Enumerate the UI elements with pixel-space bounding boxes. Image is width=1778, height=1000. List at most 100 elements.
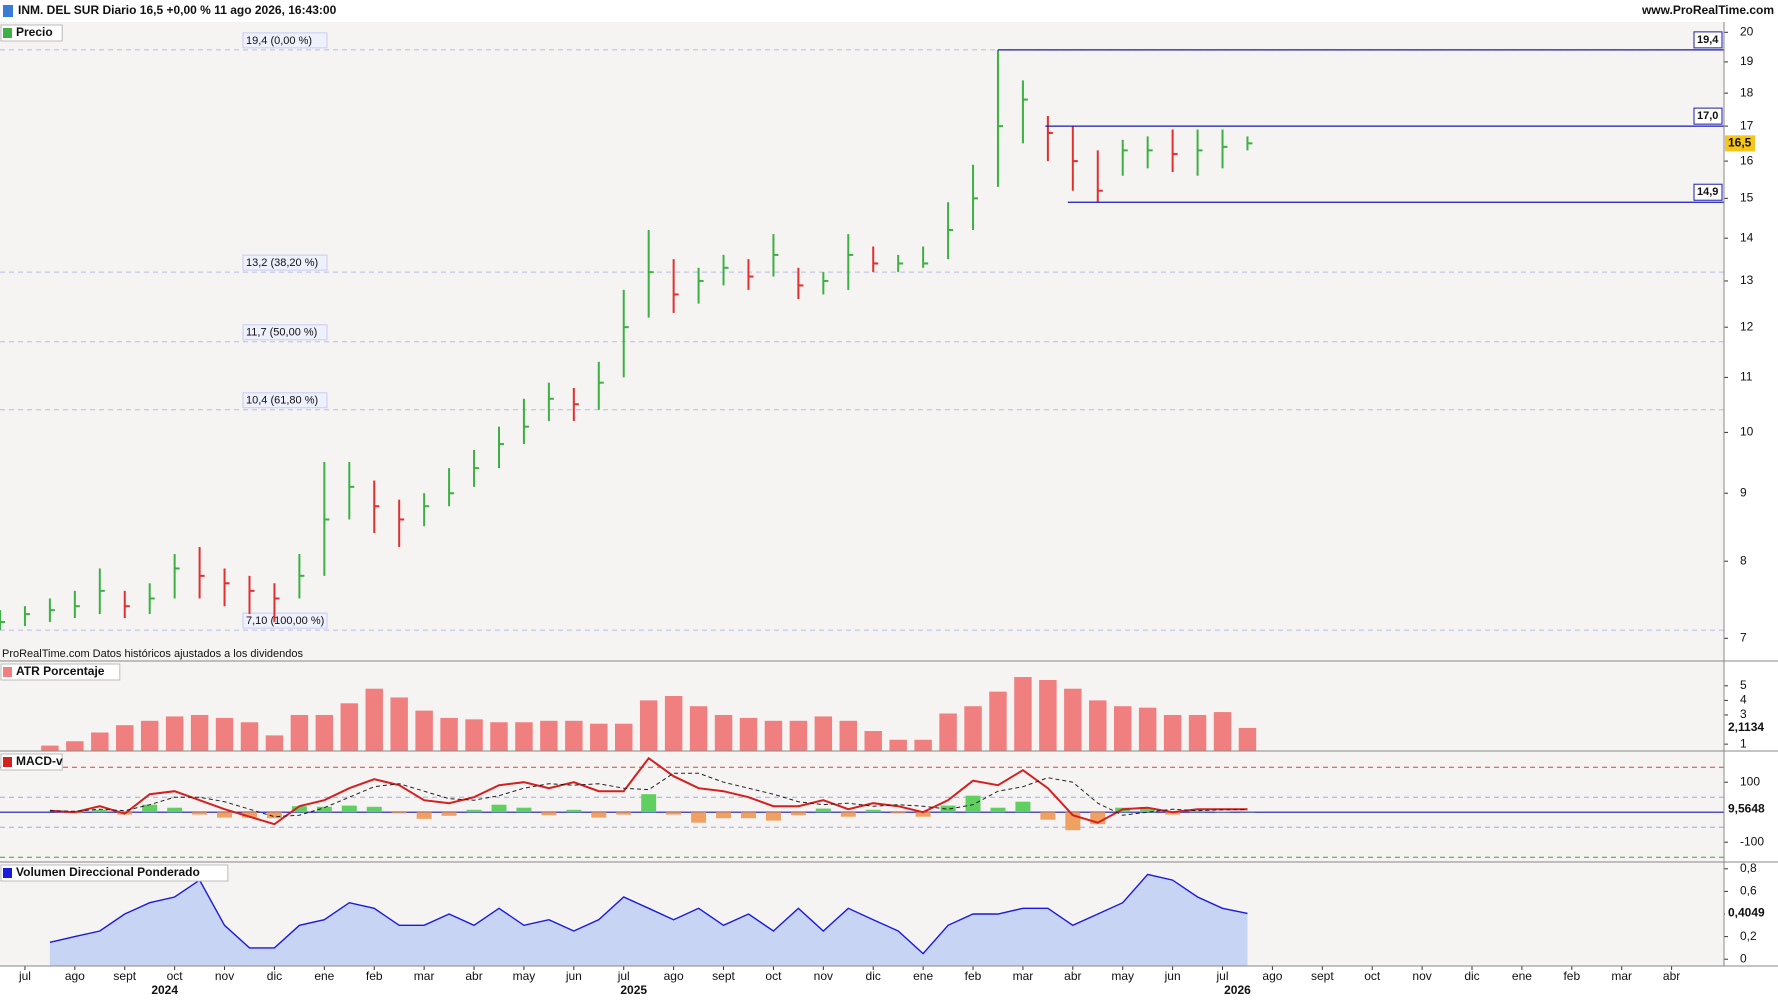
atr-bar — [340, 703, 359, 751]
atr-bar — [140, 720, 159, 751]
atr-bar — [1138, 707, 1157, 751]
histogram-bar — [1040, 812, 1056, 820]
year-label: 2025 — [620, 983, 647, 997]
x-tick-label: may — [513, 969, 536, 983]
level-label-box — [1693, 107, 1723, 125]
panel-title-icon — [3, 667, 12, 677]
x-tick-label: sept — [712, 969, 735, 983]
level-label: 17,0 — [1697, 110, 1718, 122]
y-tick-label: 100 — [1740, 774, 1760, 788]
x-tick-label: jun — [565, 969, 582, 983]
y-tick-label: 1 — [1740, 736, 1747, 750]
current-value-box — [1725, 719, 1773, 736]
header-title: INM. DEL SUR Diario 16,5 +0,00 % 11 ago … — [18, 3, 337, 17]
x-tick-label: feb — [366, 969, 383, 983]
histogram-bar — [242, 812, 257, 818]
macd-line — [49, 756, 1248, 826]
atr-bar — [215, 717, 234, 751]
histogram-bar — [217, 812, 233, 818]
atr-bar — [41, 745, 59, 751]
atr-bar — [889, 739, 907, 751]
histogram-bar — [940, 805, 956, 813]
y-tick-label: 19 — [1740, 54, 1754, 68]
y-tick-label: 17 — [1740, 118, 1754, 132]
x-tick-label: mar — [1013, 969, 1034, 983]
atr-bar — [390, 697, 408, 751]
y-tick-label: 14 — [1740, 230, 1754, 244]
histogram-bar — [316, 806, 332, 813]
atr-bar — [66, 741, 84, 751]
histogram-bar — [691, 812, 707, 823]
histogram-bar — [790, 812, 806, 816]
panel-background — [0, 661, 1724, 751]
histogram-bar — [591, 812, 607, 818]
atr-bar — [1163, 714, 1182, 751]
atr-bar — [290, 714, 309, 751]
histogram-bar — [840, 812, 856, 817]
fib-label-box — [242, 612, 328, 629]
histogram-bar — [516, 807, 532, 813]
histogram-bar — [366, 806, 382, 813]
x-tick-label: mar — [414, 969, 435, 983]
x-tick-label: nov — [814, 969, 833, 983]
atr-bar — [265, 735, 284, 751]
fib-label-box — [242, 392, 328, 409]
histogram-bar — [740, 812, 756, 819]
y-tick-label: 9 — [1740, 485, 1747, 499]
histogram-bar — [541, 812, 557, 816]
panel-title-box — [0, 753, 63, 771]
histogram-bar — [491, 804, 507, 813]
atr-bar — [714, 714, 733, 751]
atr-bar — [465, 719, 483, 751]
panel-title-icon — [3, 868, 12, 878]
x-tick-label: oct — [1364, 969, 1381, 983]
x-tick-label: mar — [1611, 969, 1632, 983]
histogram-bar — [990, 807, 1006, 813]
histogram-bar — [641, 794, 657, 813]
panel-background — [0, 22, 1724, 661]
x-tick-label: may — [1111, 969, 1134, 983]
x-tick-label: dic — [267, 969, 282, 983]
x-tick-label: feb — [1563, 969, 1580, 983]
y-tick-label: 0,6 — [1740, 884, 1757, 898]
level-label-box — [1693, 183, 1723, 201]
y-tick-label: 10 — [1740, 425, 1754, 439]
fib-label: 7,10 (100,00 %) — [246, 615, 324, 627]
histogram-bar — [716, 812, 732, 819]
atr-bar — [165, 716, 184, 751]
atr-bar — [1089, 700, 1107, 751]
x-tick-label: nov — [1412, 969, 1431, 983]
y-tick-label: 7 — [1740, 630, 1747, 644]
atr-bar — [789, 720, 808, 751]
atr-bar — [116, 725, 134, 751]
atr-bar — [764, 720, 783, 751]
atr-bar — [814, 716, 833, 751]
y-tick-label: -100 — [1740, 834, 1764, 848]
histogram-bar — [1165, 812, 1181, 815]
histogram-bar — [1140, 808, 1156, 813]
data-note: ProRealTime.com Datos históricos ajustad… — [2, 648, 304, 660]
x-tick-label: oct — [167, 969, 184, 983]
histogram-bar — [416, 812, 432, 819]
y-tick-label: 16 — [1740, 153, 1754, 167]
level-label: 14,9 — [1697, 186, 1718, 198]
current-value-box — [1725, 135, 1755, 152]
x-tick-label: ago — [664, 969, 684, 983]
fib-label-box — [242, 254, 328, 271]
site: www.ProRealTime.com — [1641, 3, 1774, 17]
x-tick-label: ago — [65, 969, 85, 983]
histogram-bar — [890, 812, 906, 814]
panel-title: ATR Porcentaje — [16, 664, 105, 678]
x-tick-label: ene — [913, 969, 933, 983]
x-tick-label: ene — [314, 969, 334, 983]
atr-bar — [739, 717, 758, 751]
x-tick-label: sept — [113, 969, 136, 983]
atr-bar — [1188, 714, 1207, 751]
atr-bar — [565, 720, 583, 751]
x-tick-label: jun — [1164, 969, 1181, 983]
atr-bar — [864, 731, 882, 751]
atr-bar — [615, 723, 633, 751]
atr-bar — [914, 739, 932, 751]
histogram-bar — [915, 812, 931, 817]
